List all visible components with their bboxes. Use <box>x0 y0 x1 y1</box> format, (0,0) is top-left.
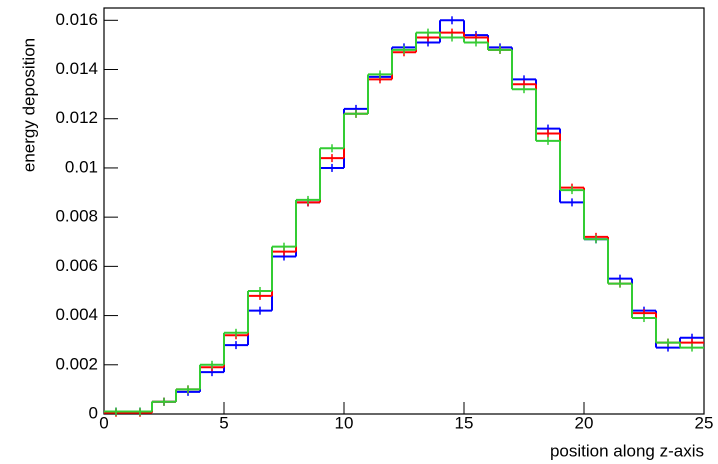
y-tick-label: 0.008 <box>55 207 98 226</box>
x-tick-label: 10 <box>335 413 354 432</box>
y-tick-label: 0.012 <box>55 108 98 127</box>
x-tick-label: 20 <box>575 413 594 432</box>
y-axis-label: energy deposition <box>19 38 38 172</box>
y-tick-label: 0.016 <box>55 10 98 29</box>
y-tick-label: 0.002 <box>55 354 98 373</box>
x-tick-label: 25 <box>695 413 714 432</box>
y-tick-label: 0.01 <box>65 157 98 176</box>
plot-frame <box>103 7 705 415</box>
y-tick-label: 0.014 <box>55 59 98 78</box>
x-tick-label: 0 <box>99 413 108 432</box>
y-tick-label: 0.006 <box>55 256 98 275</box>
y-tick-label: 0.004 <box>55 305 98 324</box>
y-tick-label: 0 <box>89 403 98 422</box>
x-tick-label: 15 <box>455 413 474 432</box>
x-tick-label: 5 <box>219 413 228 432</box>
x-axis-label: position along z-axis <box>550 441 704 460</box>
